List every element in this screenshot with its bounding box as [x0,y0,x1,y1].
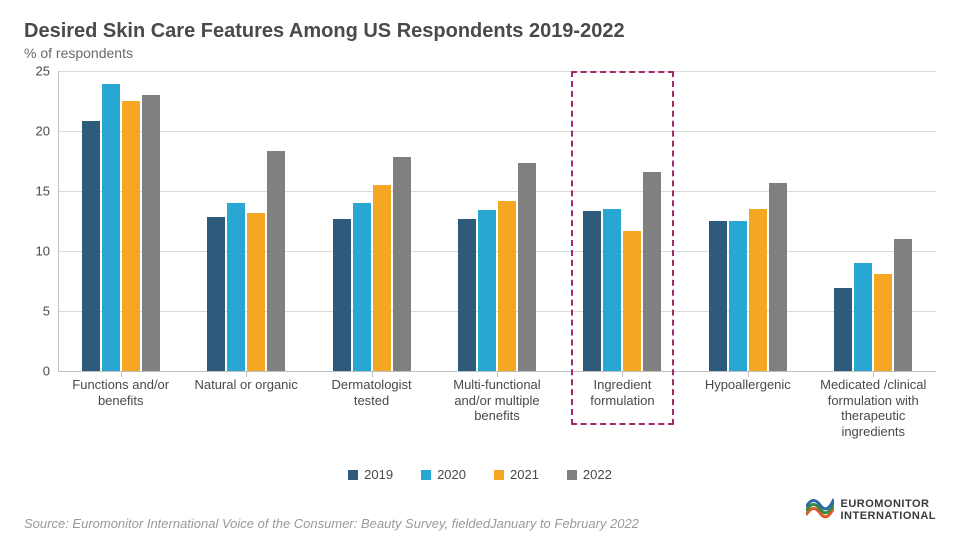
legend-label: 2021 [510,467,539,482]
bar [207,217,225,371]
x-axis-label: Ingredient formulation [560,377,685,439]
brand-logo-icon [806,497,834,524]
bar [769,183,787,371]
bar [874,274,892,371]
bar [458,219,476,371]
legend-label: 2019 [364,467,393,482]
bar [498,201,516,371]
bar [478,210,496,371]
bar [749,209,767,371]
chart-page: Desired Skin Care Features Among US Resp… [0,0,960,540]
bar-group [58,71,183,371]
legend-label: 2022 [583,467,612,482]
bar [894,239,912,371]
brand-logo-line2: INTERNATIONAL [840,511,936,523]
chart-subtitle: % of respondents [24,45,936,61]
bar-cluster [333,157,411,371]
legend-swatch [421,470,431,480]
bar-group [685,71,810,371]
x-axis-label: Natural or organic [183,377,308,439]
brand-logo: EUROMONITOR INTERNATIONAL [806,497,936,524]
bar-cluster [709,183,787,371]
x-axis-label: Dermatologist tested [309,377,434,439]
x-axis-label: Medicated /clinical formulation with the… [811,377,936,439]
bar [623,231,641,371]
bar [373,185,391,371]
y-tick-label: 0 [24,364,50,379]
bar [142,95,160,371]
y-axis: 0510152025 [24,71,54,371]
bar [102,84,120,371]
bar [854,263,872,371]
x-axis-label: Functions and/or benefits [58,377,183,439]
bar-group [309,71,434,371]
x-axis-labels: Functions and/or benefitsNatural or orga… [58,377,936,439]
bar-group [183,71,308,371]
legend-swatch [567,470,577,480]
bar-cluster [458,163,536,371]
bar [393,157,411,371]
bar [82,121,100,371]
legend-item: 2022 [567,467,612,482]
y-tick-label: 5 [24,304,50,319]
source-note: Source: Euromonitor International Voice … [24,516,936,531]
bar-group [560,71,685,371]
x-axis-line [58,371,936,372]
chart-title: Desired Skin Care Features Among US Resp… [24,20,936,43]
legend-item: 2021 [494,467,539,482]
bar [729,221,747,371]
x-axis-label: Multi-functional and/or multiple benefit… [434,377,559,439]
bar-cluster [82,84,160,371]
legend: 2019 2020 2021 2022 [24,467,936,482]
x-axis-label: Hypoallergenic [685,377,810,439]
bar [583,211,601,371]
y-tick-label: 10 [24,244,50,259]
bar [834,288,852,371]
legend-label: 2020 [437,467,466,482]
bar [709,221,727,371]
bar [247,213,265,371]
legend-item: 2020 [421,467,466,482]
bar [267,151,285,371]
bar-group [811,71,936,371]
bar-group [434,71,559,371]
brand-logo-line1: EUROMONITOR [840,499,936,511]
legend-swatch [348,470,358,480]
legend-swatch [494,470,504,480]
y-tick-label: 20 [24,124,50,139]
legend-item: 2019 [348,467,393,482]
bar [227,203,245,371]
chart-area: 0510152025 Functions and/or benefitsNatu… [24,71,936,411]
y-tick-label: 25 [24,64,50,79]
bar [122,101,140,371]
bar-cluster [583,172,661,371]
bar [603,209,621,371]
bar [518,163,536,371]
plot-area [58,71,936,371]
bar-groups [58,71,936,371]
bar-cluster [834,239,912,371]
bar-cluster [207,151,285,371]
brand-logo-text: EUROMONITOR INTERNATIONAL [840,499,936,522]
bar [333,219,351,371]
bar [353,203,371,371]
y-tick-label: 15 [24,184,50,199]
bar [643,172,661,371]
